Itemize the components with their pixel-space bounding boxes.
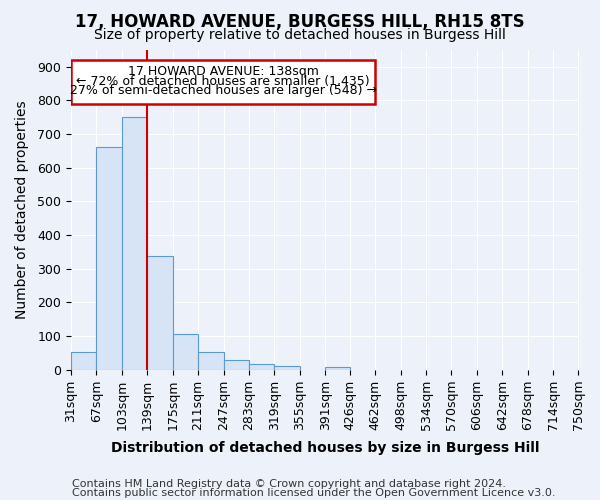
Y-axis label: Number of detached properties: Number of detached properties [15, 100, 29, 319]
Text: Size of property relative to detached houses in Burgess Hill: Size of property relative to detached ho… [94, 28, 506, 42]
Bar [325, 367, 350, 370]
Bar [249, 364, 274, 370]
Bar [274, 366, 300, 370]
X-axis label: Distribution of detached houses by size in Burgess Hill: Distribution of detached houses by size … [110, 441, 539, 455]
Text: Contains public sector information licensed under the Open Government Licence v3: Contains public sector information licen… [72, 488, 556, 498]
Bar [71, 352, 97, 370]
Text: ← 72% of detached houses are smaller (1,435): ← 72% of detached houses are smaller (1,… [76, 74, 370, 88]
Bar [97, 146, 122, 370]
FancyBboxPatch shape [71, 60, 375, 104]
Text: 27% of semi-detached houses are larger (548) →: 27% of semi-detached houses are larger (… [70, 84, 377, 97]
Bar [147, 256, 173, 370]
Bar [173, 334, 198, 370]
Text: 17, HOWARD AVENUE, BURGESS HILL, RH15 8TS: 17, HOWARD AVENUE, BURGESS HILL, RH15 8T… [75, 12, 525, 30]
Text: 17 HOWARD AVENUE: 138sqm: 17 HOWARD AVENUE: 138sqm [128, 65, 319, 78]
Bar [198, 352, 224, 370]
Bar [122, 118, 147, 370]
Bar [224, 360, 249, 370]
Text: Contains HM Land Registry data © Crown copyright and database right 2024.: Contains HM Land Registry data © Crown c… [72, 479, 506, 489]
